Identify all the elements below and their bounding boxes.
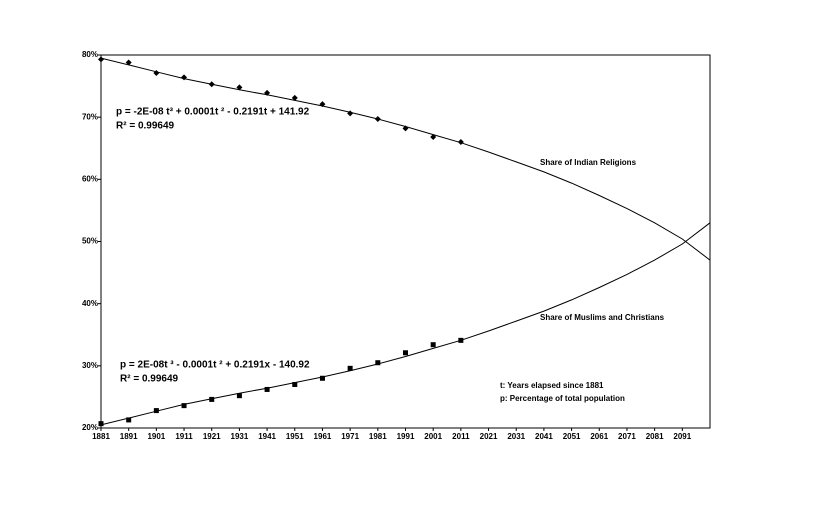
point	[430, 134, 437, 141]
point	[264, 89, 271, 96]
point	[264, 386, 270, 392]
y-tick-label: 60%	[82, 174, 98, 183]
point	[403, 350, 408, 356]
x-tick-label: 2071	[618, 432, 636, 441]
point	[153, 70, 160, 77]
x-tick-label: 2091	[673, 432, 691, 441]
series-label: Share of Indian Religions	[540, 158, 637, 167]
x-tick-label: 1901	[147, 432, 165, 441]
point	[375, 360, 381, 366]
point	[402, 125, 409, 132]
x-tick-label: 1991	[397, 432, 415, 441]
point	[236, 84, 243, 91]
equation: p = 2E-08t ³ - 0.0001t ² + 0.2191x - 140…	[120, 360, 310, 371]
y-tick-label: 20%	[82, 423, 98, 432]
series-label: Share of Muslims and Christians	[540, 313, 665, 322]
x-tick-label: 1881	[92, 432, 110, 441]
point	[291, 94, 298, 101]
point	[458, 337, 464, 343]
x-tick-label: 1931	[231, 432, 249, 441]
x-tick-label: 2031	[507, 432, 525, 441]
x-tick-label: 1951	[286, 432, 304, 441]
point	[236, 393, 242, 399]
point	[126, 417, 132, 423]
point	[292, 381, 298, 387]
x-tick-label: 2061	[590, 432, 608, 441]
x-tick-label: 2041	[535, 432, 553, 441]
x-tick-label: 1911	[175, 432, 193, 441]
point	[319, 101, 326, 108]
r-squared: R² = 0.99649	[120, 374, 179, 385]
y-tick-label: 40%	[82, 299, 98, 308]
annotation: t: Years elapsed since 1881	[500, 381, 604, 390]
x-tick-label: 1981	[369, 432, 387, 441]
point	[347, 110, 354, 117]
x-tick-label: 1961	[314, 432, 332, 441]
equation: p = -2E-08 t³ + 0.0001t ² - 0.2191t + 14…	[116, 107, 310, 118]
point	[209, 396, 215, 402]
x-tick-label: 2051	[563, 432, 581, 441]
point	[374, 116, 381, 123]
point	[208, 81, 215, 88]
point	[347, 365, 353, 371]
y-tick-label: 50%	[82, 237, 98, 246]
y-tick-label: 70%	[82, 112, 98, 121]
r-squared: R² = 0.99649	[116, 121, 175, 132]
point	[319, 375, 325, 381]
point	[98, 421, 104, 427]
x-tick-label: 1891	[120, 432, 138, 441]
point	[181, 74, 188, 81]
x-tick-label: 2011	[452, 432, 470, 441]
point	[98, 56, 104, 63]
x-tick-label: 2001	[424, 432, 442, 441]
point	[153, 408, 159, 414]
point	[430, 342, 436, 348]
x-tick-label: 1971	[341, 432, 359, 441]
y-tick-label: 80%	[82, 50, 98, 59]
y-tick-label: 30%	[82, 361, 98, 370]
point	[457, 139, 464, 146]
x-tick-label: 2081	[646, 432, 664, 441]
annotation: p: Percentage of total population	[500, 394, 625, 403]
point	[125, 59, 132, 66]
x-tick-label: 1941	[258, 432, 276, 441]
point	[181, 403, 187, 409]
x-tick-label: 1921	[203, 432, 221, 441]
trend-line	[100, 222, 711, 426]
x-tick-label: 2021	[480, 432, 498, 441]
